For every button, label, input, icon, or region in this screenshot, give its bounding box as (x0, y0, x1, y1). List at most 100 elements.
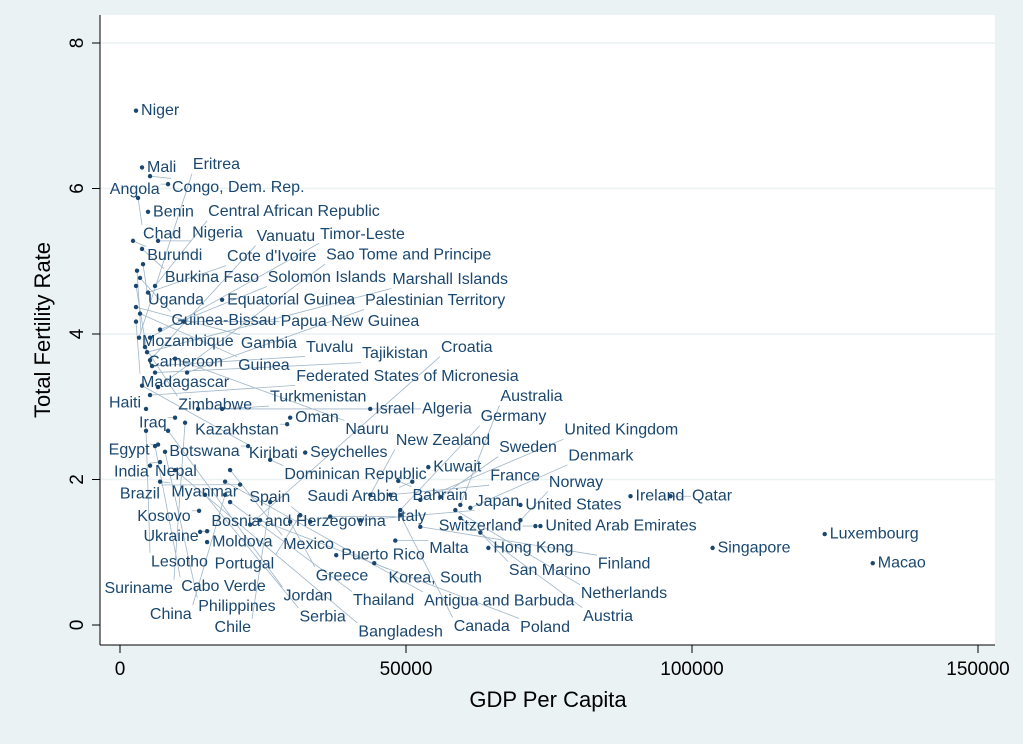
point-marker (297, 512, 303, 518)
point-label: Gambia (241, 335, 297, 352)
point-marker (257, 518, 263, 523)
point-label: India (114, 464, 149, 481)
point-label: Benin (153, 203, 194, 220)
leader-line (150, 384, 296, 396)
point-marker (152, 283, 158, 289)
point-marker (398, 512, 403, 518)
point-marker (142, 344, 148, 350)
point-marker (147, 463, 153, 468)
point-marker (538, 523, 543, 529)
leader-line (390, 484, 490, 496)
point-label: Germany (481, 408, 547, 425)
leader-line (251, 501, 271, 619)
point-label: Burundi (147, 247, 202, 264)
y-tick-label: 2 (67, 474, 88, 485)
point-marker (144, 349, 150, 355)
point-label: Central African Republic (208, 203, 380, 220)
leader-line (157, 263, 326, 388)
point-label: Timor-Leste (320, 226, 405, 243)
leader-line (144, 346, 178, 397)
point-label: Sweden (499, 439, 557, 456)
point-marker (227, 499, 233, 505)
leader-line (141, 248, 165, 269)
point-marker (486, 545, 491, 551)
point-marker (143, 428, 149, 433)
leader-line (173, 422, 186, 580)
leader-line (147, 265, 227, 293)
leader-line (137, 197, 143, 226)
point-marker (162, 449, 168, 455)
point-label: Portugal (215, 556, 275, 573)
y-tick-label: 8 (67, 38, 88, 49)
point-label: United Arab Emirates (545, 518, 696, 535)
point-label: Antigua and Barbuda (424, 593, 574, 610)
point-label: Norway (549, 474, 603, 491)
point-label: Guinea (238, 357, 290, 374)
point-label: Austria (583, 608, 633, 625)
point-marker (157, 327, 163, 332)
point-label: Nauru (345, 421, 389, 438)
point-label: United States (525, 496, 621, 513)
point-label: Sao Tome and Principe (326, 247, 491, 264)
y-tick-label: 6 (67, 183, 88, 194)
point-marker (136, 335, 142, 340)
point-label: Vanuatu (257, 228, 315, 245)
point-label: Moldova (212, 534, 273, 551)
leader-line (440, 456, 499, 498)
x-tick-label: 50000 (380, 659, 433, 680)
point-label: Myanmar (171, 483, 238, 500)
leader-line (152, 356, 305, 367)
point-marker (287, 519, 293, 524)
point-marker (147, 173, 153, 179)
point-marker (372, 560, 377, 566)
point-marker (287, 415, 293, 420)
point-label: Cote d'Ivoire (227, 248, 316, 265)
point-label: France (490, 468, 540, 485)
point-marker (139, 246, 145, 252)
point-label: Lesotho (151, 553, 208, 570)
point-marker (133, 283, 139, 289)
leader-line (420, 526, 597, 556)
leader-line (164, 451, 198, 598)
point-marker (172, 356, 178, 361)
point-marker (418, 497, 423, 503)
point-marker (182, 420, 188, 425)
point-marker (438, 494, 443, 500)
point-label: Singapore (718, 539, 791, 556)
point-label: Iraq (139, 415, 167, 432)
point-marker (458, 502, 463, 508)
point-marker (172, 415, 178, 420)
point-label: Spain (249, 489, 290, 506)
point-label: Finland (598, 556, 650, 573)
point-marker (157, 479, 163, 484)
point-label: Guinea-Bissau (171, 312, 276, 329)
leader-line (204, 494, 299, 609)
point-marker (133, 108, 139, 113)
point-marker (219, 297, 225, 303)
x-tick-label: 150000 (946, 659, 1009, 680)
point-label: Equatorial Guinea (227, 291, 355, 308)
point-label: Tajikistan (362, 345, 428, 362)
point-label: Kiribati (249, 445, 298, 462)
point-marker (398, 507, 403, 513)
point-label: Oman (295, 409, 339, 426)
point-marker (222, 492, 228, 497)
point-marker (468, 505, 473, 511)
leader-line (135, 285, 148, 353)
point-label: Israel (375, 400, 414, 417)
point-marker (334, 552, 339, 558)
point-marker (237, 482, 243, 487)
point-label: Kazakhstan (195, 421, 279, 438)
point-label: Madagascar (141, 374, 230, 391)
leader-line (135, 306, 241, 336)
point-label: Uganda (148, 292, 204, 309)
leader-line (186, 309, 365, 373)
leader-line (259, 519, 520, 619)
point-label: Nigeria (192, 224, 243, 241)
x-axis-title: GDP Per Capita (469, 687, 627, 712)
x-tick-label: 100000 (660, 659, 723, 680)
point-marker (133, 304, 139, 310)
point-marker (368, 492, 373, 497)
point-marker (267, 499, 273, 505)
leader-line (274, 514, 301, 556)
